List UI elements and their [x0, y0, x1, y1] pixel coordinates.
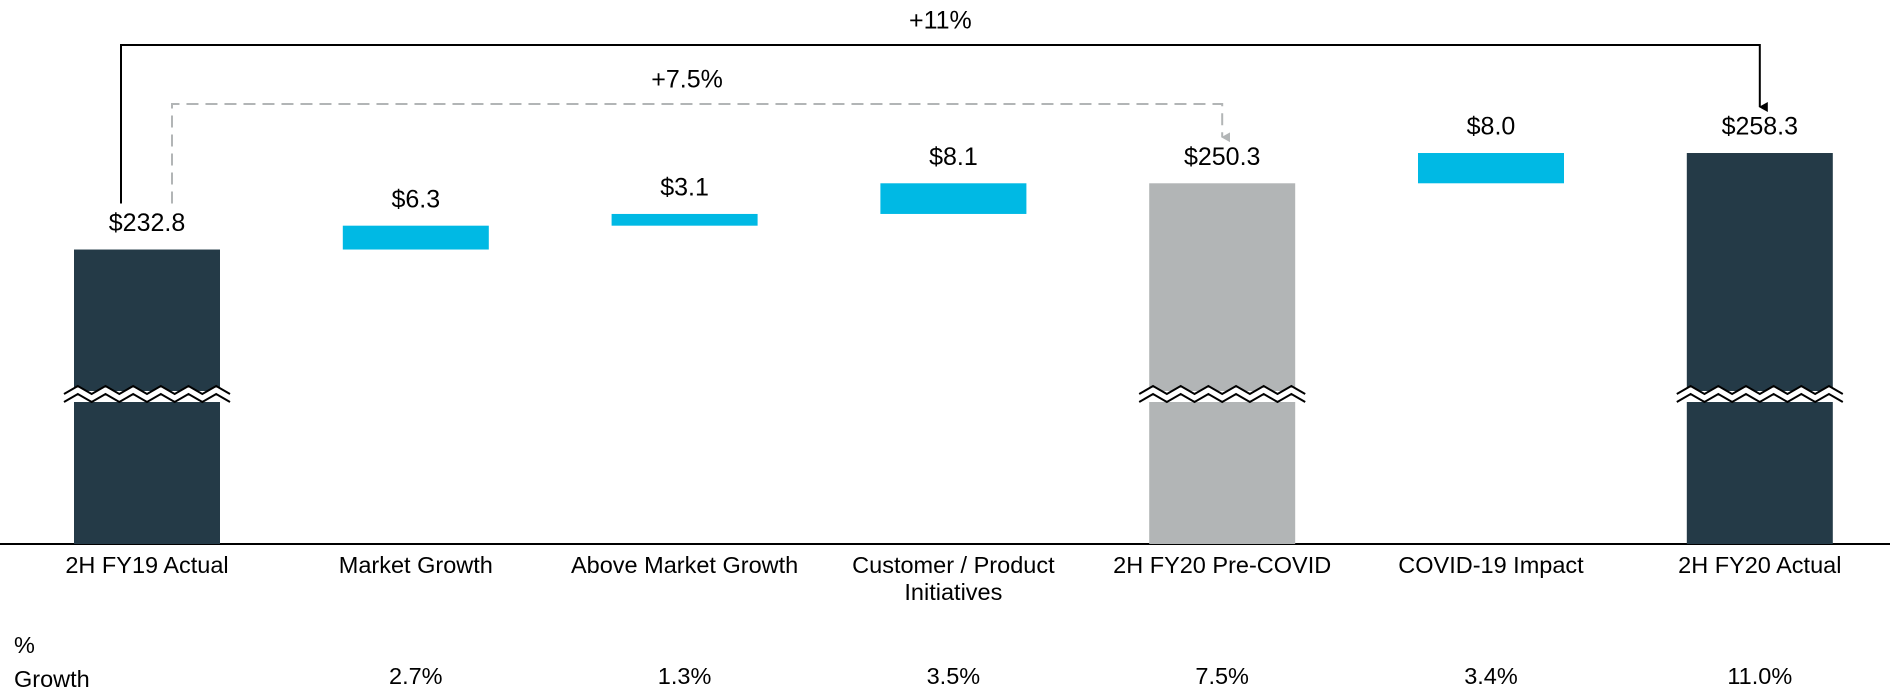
x-tick-label: Above Market Growth — [570, 552, 799, 578]
growth-value: 3.5% — [926, 663, 981, 689]
bar — [1686, 153, 1833, 544]
axis-break-line — [1138, 392, 1306, 404]
growth-title: % Growth — [14, 632, 90, 693]
value-label: $232.8 — [109, 209, 185, 237]
value-label: $258.3 — [1722, 113, 1798, 141]
bar — [1418, 153, 1564, 184]
growth-value: 3.4% — [1464, 663, 1518, 689]
growth-value: 1.3% — [657, 663, 712, 689]
bracket — [171, 103, 1231, 204]
x-tick-label: Customer / Product Initiatives — [852, 552, 1055, 606]
annotation: +7.5% — [651, 66, 723, 94]
axis-break-line — [1676, 392, 1844, 404]
bar — [342, 225, 489, 250]
bar — [1149, 183, 1296, 545]
axis-break-line — [63, 392, 231, 404]
bar — [880, 183, 1027, 214]
growth-value: 11.0% — [1727, 663, 1793, 689]
value-label: $6.3 — [391, 185, 440, 213]
growth-value: 2.7% — [389, 663, 443, 689]
axis-break-line — [1676, 384, 1844, 396]
value-label: $250.3 — [1184, 143, 1260, 171]
x-tick-label: Market Growth — [338, 552, 493, 578]
value-label: $8.0 — [1467, 113, 1516, 141]
axis-break-line — [1138, 384, 1306, 396]
x-tick-label: COVID-19 Impact — [1398, 552, 1584, 578]
value-label: $8.1 — [929, 143, 978, 171]
x-tick-label: 2H FY19 Actual — [65, 552, 229, 578]
bar — [611, 213, 758, 226]
value-label: $3.1 — [660, 174, 709, 202]
axis-break-line — [63, 384, 231, 396]
growth-value: 7.5% — [1195, 663, 1249, 689]
bracket — [120, 44, 1768, 204]
x-tick-label: 2H FY20 Actual — [1678, 552, 1842, 578]
annotation: +11% — [909, 7, 972, 35]
x-tick-label: 2H FY20 Pre-COVID — [1113, 552, 1332, 578]
